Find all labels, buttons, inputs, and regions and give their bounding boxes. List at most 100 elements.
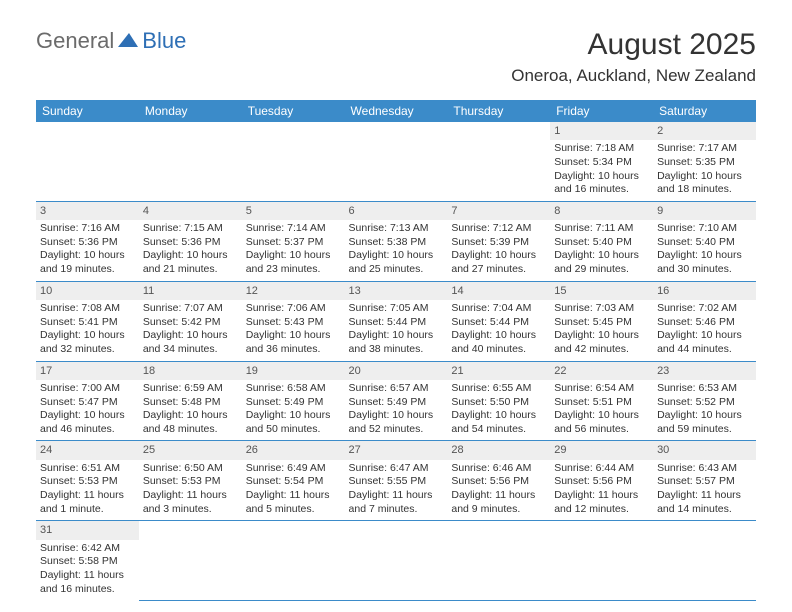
day-number: 3 — [36, 202, 139, 220]
day-details: Sunrise: 6:58 AMSunset: 5:49 PMDaylight:… — [246, 382, 341, 437]
calendar-row: 17Sunrise: 7:00 AMSunset: 5:47 PMDayligh… — [36, 361, 756, 441]
daylight-text: Daylight: 10 hours — [554, 409, 649, 423]
weekday-header: Tuesday — [242, 100, 345, 122]
daylight-text: Daylight: 10 hours — [246, 329, 341, 343]
day-details: Sunrise: 7:00 AMSunset: 5:47 PMDaylight:… — [40, 382, 135, 437]
daylight-text: and 14 minutes. — [657, 503, 752, 517]
daylight-text: Daylight: 11 hours — [657, 489, 752, 503]
daylight-text: and 56 minutes. — [554, 423, 649, 437]
calendar-cell — [447, 521, 550, 600]
sunrise-text: Sunrise: 6:53 AM — [657, 382, 752, 396]
calendar-cell: 17 Sunrise: 7:00 AMSunset: 5:47 PMDayligh… — [36, 361, 139, 441]
sunrise-text: Sunrise: 6:47 AM — [349, 462, 444, 476]
calendar-cell — [653, 521, 756, 600]
day-number: 6 — [345, 202, 448, 220]
sunset-text: Sunset: 5:53 PM — [143, 475, 238, 489]
day-details: Sunrise: 6:54 AMSunset: 5:51 PMDaylight:… — [554, 382, 649, 437]
sunset-text: Sunset: 5:56 PM — [554, 475, 649, 489]
sunset-text: Sunset: 5:55 PM — [349, 475, 444, 489]
sunrise-text: Sunrise: 7:14 AM — [246, 222, 341, 236]
sunrise-text: Sunrise: 7:04 AM — [451, 302, 546, 316]
sunrise-text: Sunrise: 6:57 AM — [349, 382, 444, 396]
daylight-text: and 30 minutes. — [657, 263, 752, 277]
sunrise-text: Sunrise: 6:50 AM — [143, 462, 238, 476]
calendar-cell — [345, 521, 448, 600]
sunrise-text: Sunrise: 7:00 AM — [40, 382, 135, 396]
day-details: Sunrise: 7:02 AMSunset: 5:46 PMDaylight:… — [657, 302, 752, 357]
day-number: 21 — [447, 362, 550, 380]
daylight-text: and 54 minutes. — [451, 423, 546, 437]
calendar-cell — [550, 521, 653, 600]
day-number: 10 — [36, 282, 139, 300]
day-details: Sunrise: 6:49 AMSunset: 5:54 PMDaylight:… — [246, 462, 341, 517]
sunrise-text: Sunrise: 7:05 AM — [349, 302, 444, 316]
daylight-text: and 16 minutes. — [554, 183, 649, 197]
title-block: August 2025 Oneroa, Auckland, New Zealan… — [511, 28, 756, 86]
day-number: 15 — [550, 282, 653, 300]
weekday-header: Thursday — [447, 100, 550, 122]
daylight-text: Daylight: 10 hours — [246, 249, 341, 263]
daylight-text: Daylight: 10 hours — [40, 409, 135, 423]
calendar-cell: 21Sunrise: 6:55 AMSunset: 5:50 PMDayligh… — [447, 361, 550, 441]
daylight-text: and 32 minutes. — [40, 343, 135, 357]
sunset-text: Sunset: 5:38 PM — [349, 236, 444, 250]
calendar-cell: 22 Sunrise: 6:54 AMSunset: 5:51 PMDayligh… — [550, 361, 653, 441]
day-details: Sunrise: 7:10 AMSunset: 5:40 PMDaylight:… — [657, 222, 752, 277]
day-details: Sunrise: 6:51 AMSunset: 5:53 PMDaylight:… — [40, 462, 135, 517]
daylight-text: and 44 minutes. — [657, 343, 752, 357]
calendar-cell — [36, 122, 139, 201]
sunrise-text: Sunrise: 7:07 AM — [143, 302, 238, 316]
sunset-text: Sunset: 5:47 PM — [40, 396, 135, 410]
day-details: Sunrise: 6:43 AMSunset: 5:57 PMDaylight:… — [657, 462, 752, 517]
calendar-row: 31 Sunrise: 6:42 AMSunset: 5:58 PMDayligh… — [36, 521, 756, 600]
sunset-text: Sunset: 5:34 PM — [554, 156, 649, 170]
daylight-text: Daylight: 10 hours — [40, 249, 135, 263]
sunset-text: Sunset: 5:44 PM — [451, 316, 546, 330]
calendar-cell: 3 Sunrise: 7:16 AMSunset: 5:36 PMDaylight… — [36, 201, 139, 281]
sunrise-text: Sunrise: 6:42 AM — [40, 542, 135, 556]
day-details: Sunrise: 6:42 AMSunset: 5:58 PMDaylight:… — [40, 542, 135, 597]
sunrise-text: Sunrise: 6:54 AM — [554, 382, 649, 396]
calendar-cell: 10Sunrise: 7:08 AMSunset: 5:41 PMDayligh… — [36, 281, 139, 361]
calendar-row: 10Sunrise: 7:08 AMSunset: 5:41 PMDayligh… — [36, 281, 756, 361]
sunrise-text: Sunrise: 6:43 AM — [657, 462, 752, 476]
daylight-text: Daylight: 11 hours — [349, 489, 444, 503]
day-number: 22 — [550, 362, 653, 380]
sunrise-text: Sunrise: 6:49 AM — [246, 462, 341, 476]
day-details: Sunrise: 7:05 AMSunset: 5:44 PMDaylight:… — [349, 302, 444, 357]
day-number: 19 — [242, 362, 345, 380]
sunrise-text: Sunrise: 7:16 AM — [40, 222, 135, 236]
daylight-text: and 29 minutes. — [554, 263, 649, 277]
calendar-cell: 5Sunrise: 7:14 AMSunset: 5:37 PMDaylight… — [242, 201, 345, 281]
location-text: Oneroa, Auckland, New Zealand — [511, 66, 756, 86]
daylight-text: and 27 minutes. — [451, 263, 546, 277]
sunset-text: Sunset: 5:46 PM — [657, 316, 752, 330]
daylight-text: Daylight: 11 hours — [451, 489, 546, 503]
sunset-text: Sunset: 5:36 PM — [40, 236, 135, 250]
calendar-cell: 24 Sunrise: 6:51 AMSunset: 5:53 PMDayligh… — [36, 441, 139, 521]
day-number: 31 — [36, 521, 139, 539]
calendar-row: 1Sunrise: 7:18 AMSunset: 5:34 PMDaylight… — [36, 122, 756, 201]
sunset-text: Sunset: 5:49 PM — [349, 396, 444, 410]
sunrise-text: Sunrise: 6:55 AM — [451, 382, 546, 396]
calendar-cell: 27Sunrise: 6:47 AMSunset: 5:55 PMDayligh… — [345, 441, 448, 521]
daylight-text: Daylight: 10 hours — [143, 329, 238, 343]
day-number: 24 — [36, 441, 139, 459]
day-details: Sunrise: 6:50 AMSunset: 5:53 PMDaylight:… — [143, 462, 238, 517]
sunset-text: Sunset: 5:37 PM — [246, 236, 341, 250]
sunset-text: Sunset: 5:48 PM — [143, 396, 238, 410]
day-number: 14 — [447, 282, 550, 300]
calendar-table: Sunday Monday Tuesday Wednesday Thursday… — [36, 100, 756, 601]
brand-part1: General — [36, 28, 114, 54]
sunset-text: Sunset: 5:44 PM — [349, 316, 444, 330]
sunrise-text: Sunrise: 7:06 AM — [246, 302, 341, 316]
daylight-text: and 38 minutes. — [349, 343, 444, 357]
day-details: Sunrise: 7:18 AMSunset: 5:34 PMDaylight:… — [554, 142, 649, 197]
calendar-cell: 20Sunrise: 6:57 AMSunset: 5:49 PMDayligh… — [345, 361, 448, 441]
day-details: Sunrise: 7:13 AMSunset: 5:38 PMDaylight:… — [349, 222, 444, 277]
day-number: 7 — [447, 202, 550, 220]
day-details: Sunrise: 6:59 AMSunset: 5:48 PMDaylight:… — [143, 382, 238, 437]
day-number: 13 — [345, 282, 448, 300]
day-number: 17 — [36, 362, 139, 380]
sunset-text: Sunset: 5:56 PM — [451, 475, 546, 489]
